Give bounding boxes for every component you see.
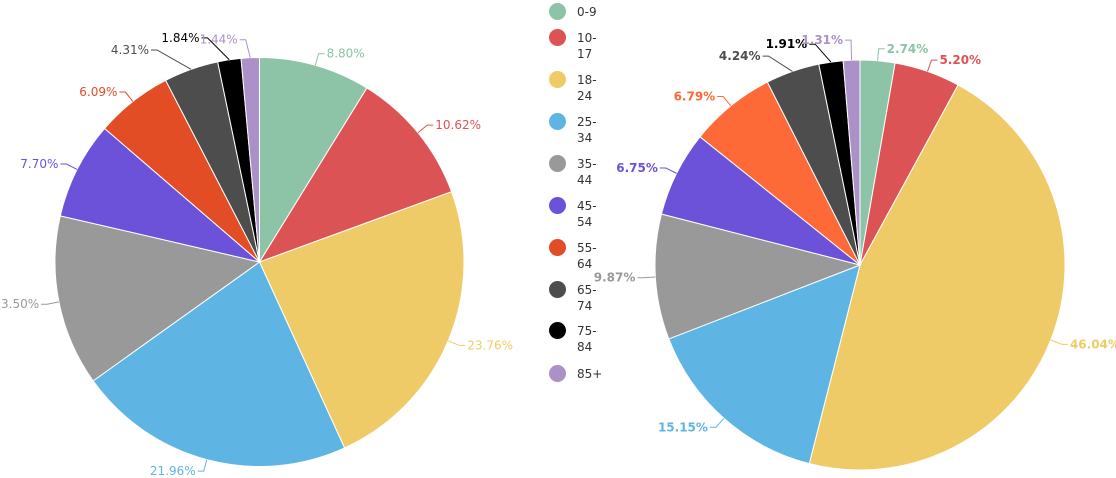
data-label: 1.44% [200,33,238,47]
legend-label: 75-84 [577,324,597,354]
legend-item[interactable]: 45-54 [549,197,603,230]
legend-item[interactable]: 18-24 [549,71,603,104]
pie-slice[interactable] [668,264,861,465]
legend-label: 0-9 [577,5,597,19]
legend-item[interactable]: 0-9 [549,3,603,20]
legend-swatch [549,239,566,256]
pie-chart: 8.80% 10.62% 23.76% 21.96% 13.50% 7.70% 6.09% 4… [0,31,513,478]
data-label: 6.79% [674,90,716,104]
leader-line [417,124,434,134]
leader-line [197,459,208,472]
leader-line [845,39,853,61]
leader-line [1050,339,1068,345]
legend-item[interactable]: 85+ [549,365,603,382]
pie-slice[interactable] [258,191,465,449]
data-label: 9.87% [594,271,636,285]
leader-line [762,55,793,72]
legend-label: 45-54 [577,199,597,229]
legend-label: 18-24 [577,73,597,103]
data-label: 6.09% [79,85,117,99]
leader-line [201,37,230,61]
leader-line [119,91,134,102]
legend-swatch [549,155,566,172]
legend-label: 65-74 [577,283,597,313]
leader-line [877,48,885,61]
legend-label: 55-64 [577,241,597,271]
legend-item[interactable]: 65-74 [549,281,603,314]
legend-label: 85+ [577,367,603,381]
data-label: 4.24% [719,49,761,63]
legend-swatch [549,365,566,382]
legend-item[interactable]: 10-17 [549,29,603,62]
pie-slice[interactable] [258,87,453,263]
leader-line [659,167,677,174]
leader-line [448,340,466,346]
legend-swatch [549,71,566,88]
data-label: 1.91% [766,37,808,51]
data-label: 5.20% [939,53,981,67]
data-label: 46.04% [1070,337,1116,351]
legend-label: 10-17 [577,31,597,61]
data-label: 21.96% [150,464,196,478]
legend-label: 35-44 [577,157,597,187]
data-label: 7.70% [20,157,58,171]
data-label: 1.31% [801,33,843,47]
legend-item[interactable]: 55-64 [549,239,603,272]
pie-slice[interactable] [808,84,1066,471]
leader-line [60,163,78,170]
legend-swatch [549,29,566,46]
data-label: 15.15% [658,420,708,434]
pie-slice[interactable] [654,213,862,340]
leader-line [239,39,251,58]
pie-slice[interactable] [59,127,260,263]
legend-swatch [549,113,566,130]
legend-item[interactable]: 75-84 [549,322,603,355]
legend-item[interactable]: 25-34 [549,113,603,146]
legend-item[interactable]: 35-44 [549,155,603,188]
leader-line [314,53,325,66]
leader-line [151,49,192,70]
data-label: 1.84% [161,31,199,45]
data-label: 4.31% [111,43,149,57]
leader-line [709,417,725,428]
leader-line [927,59,938,72]
legend-swatch [549,3,566,20]
data-label: 6.75% [616,161,658,175]
data-label: 10.62% [435,118,481,132]
legend-swatch [549,322,566,339]
leader-line [809,43,832,63]
leader-line [717,96,732,107]
data-label: 2.74% [887,42,929,56]
legend-swatch [549,281,566,298]
data-label: 23.76% [467,338,513,352]
pie-chart: 2.74% 5.20% 46.04% 15.15% 9.87% 6.75% 6.79% 4.2… [594,33,1116,471]
legend-label: 25-34 [577,115,597,145]
pie-slice[interactable] [259,56,368,264]
leader-line [637,276,656,279]
legend-swatch [549,197,566,214]
data-label: 8.80% [327,47,365,61]
data-label: 13.50% [0,297,39,311]
leader-line [41,301,60,305]
pie-slice[interactable] [54,215,261,382]
